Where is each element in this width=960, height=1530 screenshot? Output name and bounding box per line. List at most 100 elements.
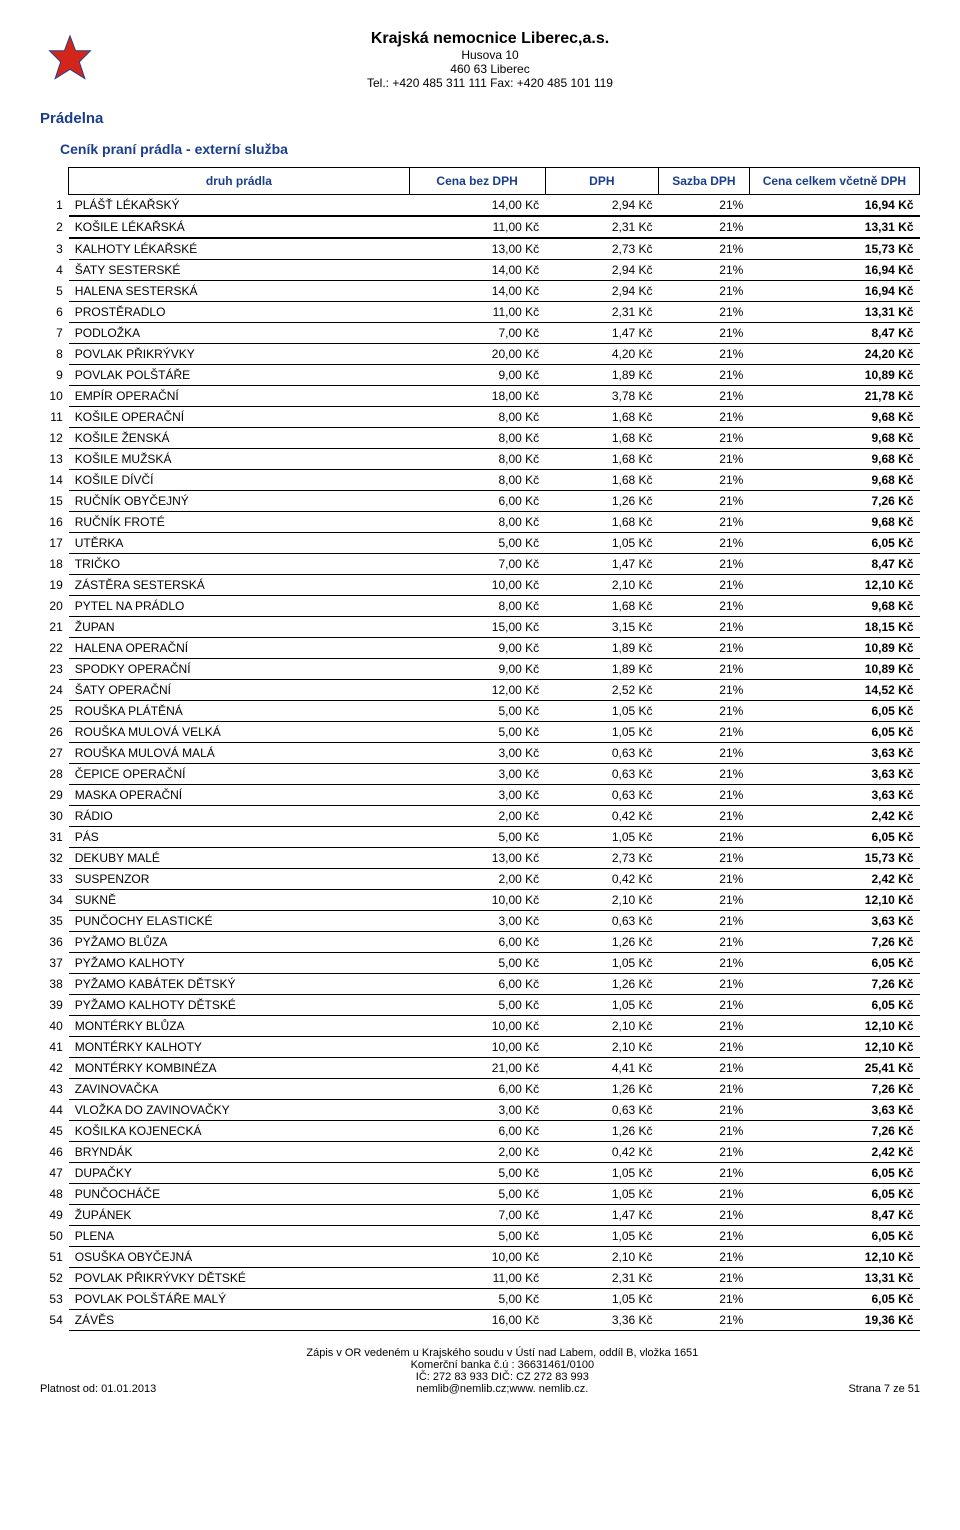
table-row: 8POVLAK PŘIKRÝVKY20,00 Kč4,20 Kč21%24,20… [40,344,920,365]
cell-sazba: 21% [659,1289,750,1310]
cell-idx: 36 [40,932,69,953]
table-row: 11KOŠILE OPERAČNÍ8,00 Kč1,68 Kč21%9,68 K… [40,407,920,428]
cell-dph: 2,10 Kč [545,1016,658,1037]
cell-dph: 3,15 Kč [545,617,658,638]
cell-celkem: 13,31 Kč [749,216,919,238]
cell-celkem: 7,26 Kč [749,932,919,953]
cell-idx: 42 [40,1058,69,1079]
cell-dph: 0,63 Kč [545,911,658,932]
table-row: 3KALHOTY LÉKAŘSKÉ13,00 Kč2,73 Kč21%15,73… [40,238,920,260]
cell-idx: 41 [40,1037,69,1058]
price-table: druh prádla Cena bez DPH DPH Sazba DPH C… [40,167,920,1331]
cell-bez: 21,00 Kč [409,1058,545,1079]
cell-name: RUČNÍK FROTÉ [69,512,409,533]
cell-name: ŠATY SESTERSKÉ [69,260,409,281]
cell-bez: 2,00 Kč [409,806,545,827]
cell-name: ZÁVĚS [69,1310,409,1331]
table-row: 36PYŽAMO BLŮZA6,00 Kč1,26 Kč21%7,26 Kč [40,932,920,953]
cell-bez: 8,00 Kč [409,428,545,449]
cell-bez: 5,00 Kč [409,701,545,722]
table-row: 39PYŽAMO KALHOTY DĚTSKÉ5,00 Kč1,05 Kč21%… [40,995,920,1016]
cell-idx: 50 [40,1226,69,1247]
cell-name: PYŽAMO KALHOTY DĚTSKÉ [69,995,409,1016]
table-row: 49ŽUPÁNEK7,00 Kč1,47 Kč21%8,47 Kč [40,1205,920,1226]
cell-sazba: 21% [659,785,750,806]
cell-dph: 1,68 Kč [545,512,658,533]
table-row: 48PUNČOCHÁČE5,00 Kč1,05 Kč21%6,05 Kč [40,1184,920,1205]
cell-idx: 11 [40,407,69,428]
cell-idx: 38 [40,974,69,995]
cell-sazba: 21% [659,302,750,323]
cell-idx: 27 [40,743,69,764]
cell-sazba: 21% [659,407,750,428]
cell-celkem: 7,26 Kč [749,974,919,995]
table-row: 33SUSPENZOR2,00 Kč0,42 Kč21%2,42 Kč [40,869,920,890]
cell-celkem: 6,05 Kč [749,1163,919,1184]
cell-bez: 5,00 Kč [409,1226,545,1247]
cell-sazba: 21% [659,806,750,827]
cell-celkem: 10,89 Kč [749,365,919,386]
cell-celkem: 6,05 Kč [749,1184,919,1205]
cell-bez: 5,00 Kč [409,953,545,974]
cell-idx: 15 [40,491,69,512]
cell-dph: 1,47 Kč [545,554,658,575]
cell-idx: 23 [40,659,69,680]
cell-idx: 29 [40,785,69,806]
cell-sazba: 21% [659,238,750,260]
table-row: 46BRYNDÁK2,00 Kč0,42 Kč21%2,42 Kč [40,1142,920,1163]
cell-bez: 3,00 Kč [409,1100,545,1121]
cell-dph: 2,31 Kč [545,216,658,238]
cell-sazba: 21% [659,1121,750,1142]
cell-name: KOŠILE LÉKAŘSKÁ [69,216,409,238]
cell-idx: 21 [40,617,69,638]
cell-celkem: 18,15 Kč [749,617,919,638]
cell-name: ŠATY OPERAČNÍ [69,680,409,701]
cell-sazba: 21% [659,554,750,575]
cell-idx: 28 [40,764,69,785]
cell-sazba: 21% [659,890,750,911]
table-row: 16RUČNÍK FROTÉ8,00 Kč1,68 Kč21%9,68 Kč [40,512,920,533]
cell-celkem: 2,42 Kč [749,806,919,827]
cell-name: RÁDIO [69,806,409,827]
cell-idx: 34 [40,890,69,911]
cell-dph: 0,63 Kč [545,743,658,764]
cell-dph: 2,10 Kč [545,1037,658,1058]
cell-name: ZAVINOVAČKA [69,1079,409,1100]
table-head: druh prádla Cena bez DPH DPH Sazba DPH C… [40,168,920,195]
cell-celkem: 6,05 Kč [749,722,919,743]
cell-dph: 1,26 Kč [545,932,658,953]
cell-bez: 2,00 Kč [409,869,545,890]
cell-name: ROUŠKA PLÁTĚNÁ [69,701,409,722]
cell-idx: 37 [40,953,69,974]
cell-dph: 0,42 Kč [545,806,658,827]
table-row: 32DEKUBY MALÉ13,00 Kč2,73 Kč21%15,73 Kč [40,848,920,869]
cell-idx: 5 [40,281,69,302]
cell-name: PÁS [69,827,409,848]
cell-dph: 1,26 Kč [545,491,658,512]
cell-name: PUNČOCHY ELASTICKÉ [69,911,409,932]
cell-celkem: 12,10 Kč [749,1247,919,1268]
table-row: 31PÁS5,00 Kč1,05 Kč21%6,05 Kč [40,827,920,848]
cell-sazba: 21% [659,995,750,1016]
table-row: 2KOŠILE LÉKAŘSKÁ11,00 Kč2,31 Kč21%13,31 … [40,216,920,238]
cell-bez: 14,00 Kč [409,281,545,302]
cell-dph: 4,20 Kč [545,344,658,365]
cell-name: POVLAK PŘIKRÝVKY DĚTSKÉ [69,1268,409,1289]
page-header: Krajská nemocnice Liberec,a.s. Husova 10… [40,30,920,90]
table-row: 1PLÁŠŤ LÉKAŘSKÝ14,00 Kč2,94 Kč21%16,94 K… [40,195,920,217]
cell-sazba: 21% [659,617,750,638]
footer-center: Zápis v OR vedeném u Krajského soudu v Ú… [156,1347,848,1395]
cell-bez: 5,00 Kč [409,1163,545,1184]
cell-bez: 5,00 Kč [409,827,545,848]
cell-dph: 2,73 Kč [545,848,658,869]
table-row: 4ŠATY SESTERSKÉ14,00 Kč2,94 Kč21%16,94 K… [40,260,920,281]
cell-dph: 2,94 Kč [545,281,658,302]
cell-celkem: 12,10 Kč [749,1037,919,1058]
table-row: 27ROUŠKA MULOVÁ MALÁ3,00 Kč0,63 Kč21%3,6… [40,743,920,764]
cell-name: PLENA [69,1226,409,1247]
cell-celkem: 2,42 Kč [749,1142,919,1163]
table-row: 18TRIČKO7,00 Kč1,47 Kč21%8,47 Kč [40,554,920,575]
cell-celkem: 6,05 Kč [749,827,919,848]
cell-celkem: 24,20 Kč [749,344,919,365]
footer-right: Strana 7 ze 51 [848,1383,920,1395]
